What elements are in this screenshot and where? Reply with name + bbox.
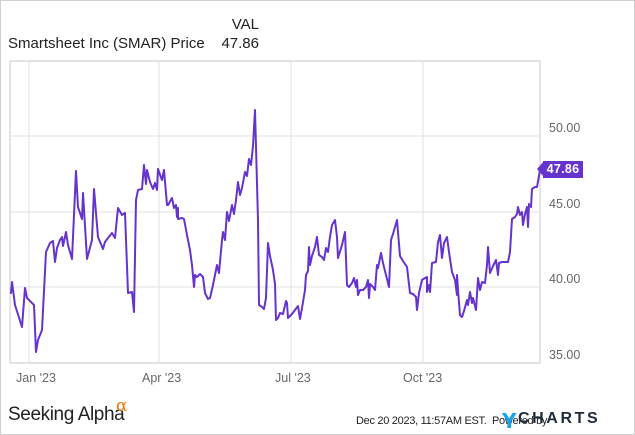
timestamp: Dec 20 2023, 11:57AM EST.: [356, 415, 487, 427]
y-tick-50: 50.00: [549, 121, 581, 135]
x-tick-jul: Jul '23: [275, 371, 311, 385]
ycharts-logo-y-icon[interactable]: Y: [502, 409, 517, 433]
alpha-symbol-icon: α: [116, 396, 128, 416]
legend-series-label[interactable]: Smartsheet Inc (SMAR) Price: [8, 35, 205, 52]
last-value-badge: 47.86: [543, 161, 583, 178]
vertical-gridlines: [28, 61, 424, 363]
x-tick-jan: Jan '23: [16, 371, 56, 385]
footer-timestamp-powered-by: Dec 20 2023, 11:57AM EST. Powered by: [356, 415, 547, 427]
legend-column-header: VAL: [231, 16, 259, 33]
ycharts-logo[interactable]: CHARTS: [518, 410, 601, 427]
seeking-alpha-logo[interactable]: Seeking Alpha: [8, 404, 125, 425]
y-tick-35: 35.00: [549, 348, 581, 362]
last-value-badge-pointer: [537, 161, 544, 177]
price-line[interactable]: [10, 109, 541, 353]
x-tick-apr: Apr '23: [142, 371, 182, 385]
powered-by-label: Powered by: [492, 415, 548, 427]
y-tick-40: 40.00: [549, 272, 581, 286]
legend-series-value: 47.86: [221, 35, 259, 52]
x-tick-oct: Oct '23: [403, 371, 443, 385]
y-tick-45: 45.00: [549, 197, 581, 211]
horizontal-gridlines: [10, 135, 540, 288]
